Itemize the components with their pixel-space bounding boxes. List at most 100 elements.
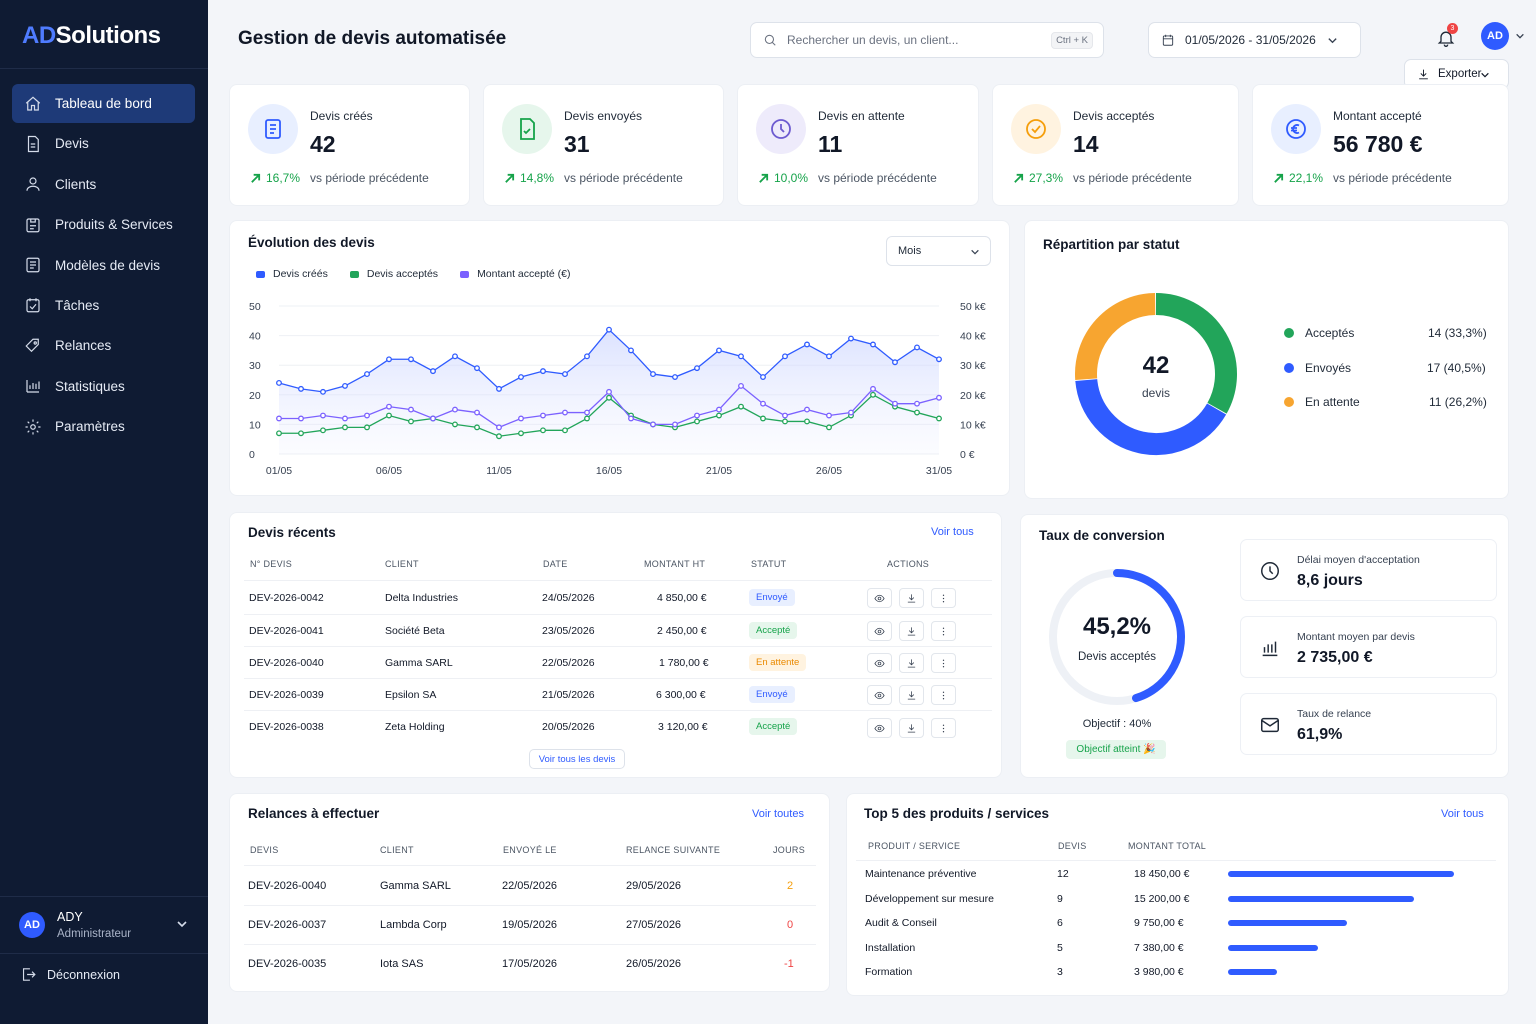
more-button[interactable] [931, 621, 956, 641]
clock-icon [756, 104, 806, 154]
more-button[interactable] [931, 653, 956, 673]
column-header[interactable]: PRODUIT / SERVICE [868, 841, 961, 851]
data-point [452, 406, 458, 413]
column-header[interactable]: CLIENT [385, 559, 419, 569]
x-tick-label: 11/05 [486, 465, 512, 477]
product-total-amount: 3 980,00 € [1134, 966, 1184, 978]
download-button[interactable] [899, 653, 924, 673]
quote-date: 21/05/2026 [542, 689, 595, 701]
column-header[interactable]: MONTANT HT [644, 559, 706, 569]
reminder-quote-id[interactable]: DEV-2026-0037 [248, 919, 327, 931]
repartition-title: Répartition par statut [1043, 237, 1180, 252]
sidebar-item-produits[interactable]: Produits & Services [12, 205, 195, 244]
view-button[interactable] [867, 718, 892, 738]
legend-item[interactable]: Devis créés [256, 268, 328, 280]
avatar[interactable]: AD [19, 912, 45, 938]
home-icon [24, 95, 42, 113]
view-button[interactable] [867, 685, 892, 705]
search-placeholder: Rechercher un devis, un client... [787, 33, 959, 47]
data-point [496, 385, 502, 392]
view-button[interactable] [867, 653, 892, 673]
kpi-card-devis-envoyes: Devis envoyés 31 14,8% vs période précéd… [483, 84, 724, 206]
data-point [914, 409, 920, 416]
reminder-quote-id[interactable]: DEV-2026-0040 [248, 880, 327, 892]
data-point [826, 424, 832, 431]
see-all-quotes-button[interactable]: Voir tous les devis [529, 749, 625, 769]
data-point [804, 406, 810, 413]
sidebar-item-parametres[interactable]: Paramètres [12, 407, 195, 446]
legend-label: En attente [1305, 395, 1360, 409]
sidebar-item-relances[interactable]: Relances [12, 326, 195, 365]
quote-id[interactable]: DEV-2026-0042 [249, 592, 324, 604]
data-point [474, 409, 480, 416]
search-input[interactable]: Rechercher un devis, un client... Ctrl +… [750, 22, 1104, 58]
user-name: ADY [57, 910, 83, 924]
quote-date: 22/05/2026 [542, 657, 595, 669]
check-circle-icon [1011, 104, 1061, 154]
column-header[interactable]: CLIENT [380, 845, 414, 855]
quote-id[interactable]: DEV-2026-0038 [249, 721, 324, 733]
period-select-value: Mois [898, 245, 922, 257]
quote-amount: 6 300,00 € [656, 689, 706, 701]
more-button[interactable] [931, 588, 956, 608]
app-logo[interactable]: ADSolutions [22, 22, 161, 50]
see-all-link[interactable]: Voir tous [931, 526, 974, 538]
sidebar-item-devis[interactable]: Devis [12, 124, 195, 163]
date-range-picker[interactable]: 01/05/2026 - 31/05/2026 [1148, 22, 1361, 58]
data-point [584, 353, 590, 360]
view-button[interactable] [867, 621, 892, 641]
data-point [694, 418, 700, 425]
chevron-down-icon[interactable] [1515, 31, 1525, 41]
column-header[interactable]: DEVIS [1058, 841, 1087, 851]
download-button[interactable] [899, 685, 924, 705]
user-panel[interactable] [0, 896, 208, 954]
sidebar-item-statistiques[interactable]: Statistiques [12, 367, 195, 406]
download-button[interactable] [899, 718, 924, 738]
sidebar-item-clients[interactable]: Clients [12, 165, 195, 204]
trend-up-icon [1014, 173, 1024, 183]
logout-button[interactable]: Déconnexion [20, 966, 120, 983]
see-all-products-link[interactable]: Voir tous [1441, 808, 1484, 820]
column-header[interactable]: JOURS [773, 845, 806, 855]
download-button[interactable] [899, 621, 924, 641]
divider [244, 614, 992, 615]
data-point [936, 415, 942, 422]
more-button[interactable] [931, 685, 956, 705]
download-button[interactable] [899, 588, 924, 608]
product-total-amount: 18 450,00 € [1134, 868, 1190, 880]
goal-achieved-badge: Objectif atteint 🎉 [1066, 740, 1166, 759]
sidebar-item-taches[interactable]: Tâches [12, 286, 195, 325]
data-point [672, 374, 678, 380]
more-button[interactable] [931, 718, 956, 738]
see-all-reminders-link[interactable]: Voir toutes [752, 808, 804, 820]
data-point [452, 421, 458, 428]
y-tick-label: 40 [249, 331, 261, 343]
divider [0, 953, 208, 954]
column-header[interactable]: STATUT [751, 559, 787, 569]
sidebar-item-modeles[interactable]: Modèles de devis [12, 246, 195, 285]
column-header[interactable]: DATE [543, 559, 568, 569]
legend-item[interactable]: Devis acceptés [349, 268, 438, 280]
quote-client: Epsilon SA [385, 689, 437, 701]
data-point [804, 341, 810, 348]
data-point [298, 385, 304, 392]
view-button[interactable] [867, 588, 892, 608]
quote-id[interactable]: DEV-2026-0039 [249, 689, 324, 701]
period-select[interactable]: Mois [886, 236, 991, 266]
gauge-fill [1113, 569, 1185, 703]
column-header[interactable]: DEVIS [250, 845, 279, 855]
divider [244, 865, 816, 866]
kpi-comparison: vs période précédente [818, 171, 937, 185]
column-header[interactable]: RELANCE SUIVANTE [626, 845, 721, 855]
sidebar-item-dashboard[interactable]: Tableau de bord [12, 84, 195, 123]
trend-up-icon [1274, 173, 1284, 183]
column-header[interactable]: ENVOYÉ LE [503, 845, 557, 855]
quote-id[interactable]: DEV-2026-0041 [249, 625, 324, 637]
column-header[interactable]: N° DEVIS [250, 559, 293, 569]
legend-item[interactable]: Montant accepté (€) [460, 268, 570, 280]
avatar[interactable]: AD [1481, 22, 1509, 50]
reminder-quote-id[interactable]: DEV-2026-0035 [248, 958, 327, 970]
quote-id[interactable]: DEV-2026-0040 [249, 657, 324, 669]
chevron-down-icon[interactable] [176, 918, 188, 930]
column-header[interactable]: MONTANT TOTAL [1128, 841, 1207, 851]
